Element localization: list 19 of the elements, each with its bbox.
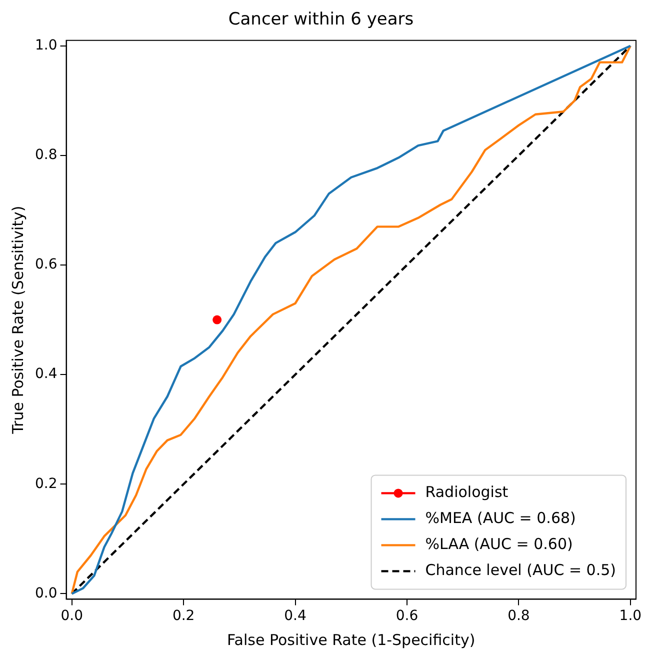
y-tick-label: 0.6 xyxy=(35,256,58,273)
y-tick-label: 0.8 xyxy=(35,147,58,164)
x-tick-label: 0.8 xyxy=(508,608,530,624)
y-tick-label: 1.0 xyxy=(35,38,58,54)
y-axis-title: True Positive Rate (Sensitivity) xyxy=(8,206,27,435)
legend-label: %LAA (AUC = 0.60) xyxy=(425,535,573,554)
legend-label: %MEA (AUC = 0.68) xyxy=(425,509,576,528)
chart-title: Cancer within 6 years xyxy=(228,10,414,30)
legend-label: Chance level (AUC = 0.5) xyxy=(425,561,616,580)
x-tick-label: 0.4 xyxy=(284,608,306,624)
x-tick-label: 0.6 xyxy=(396,608,418,624)
x-tick-label: 0.2 xyxy=(172,608,195,624)
y-tick-label: 0.4 xyxy=(35,366,58,382)
x-tick-label: 0.0 xyxy=(60,608,83,624)
x-tick-label: 1.0 xyxy=(619,608,642,624)
legend-label: Radiologist xyxy=(425,483,508,502)
x-axis-title: False Positive Rate (1-Specificity) xyxy=(227,630,476,649)
y-tick-label: 0.0 xyxy=(35,585,58,602)
y-tick-label: 0.2 xyxy=(35,476,58,492)
